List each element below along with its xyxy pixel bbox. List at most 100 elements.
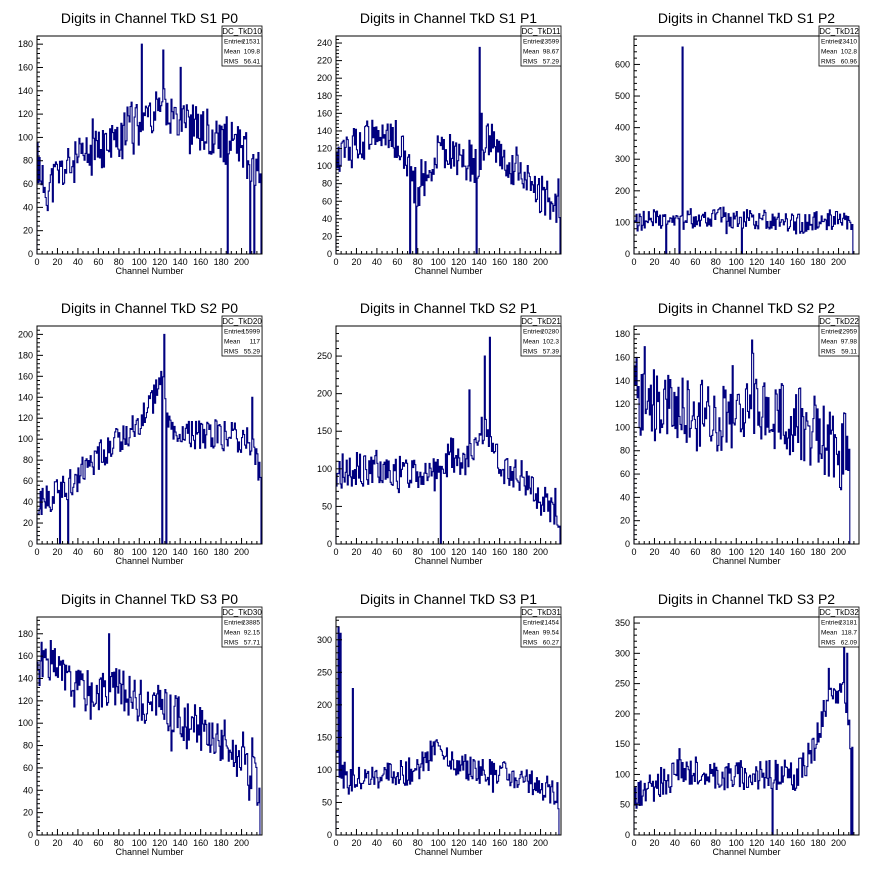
y-tick-label: 600: [615, 59, 630, 69]
x-tick-label: 60: [690, 257, 700, 267]
y-tick-label: 100: [317, 161, 332, 171]
x-tick-label: 200: [533, 838, 548, 848]
stats-box-frame: [221, 25, 263, 67]
stats-label: Entries: [523, 329, 544, 336]
y-tick-label: 160: [317, 108, 332, 118]
y-tick-label: 20: [620, 516, 630, 526]
y-tick-label: 20: [23, 226, 33, 236]
x-axis-label: Channel Number: [115, 556, 183, 566]
x-tick-label: 180: [513, 257, 528, 267]
y-tick-label: 220: [317, 56, 332, 66]
x-tick-label: 140: [472, 838, 487, 848]
x-tick-label: 120: [152, 838, 167, 848]
stats-box-frame: [221, 315, 263, 357]
x-tick-label: 200: [831, 838, 846, 848]
x-tick-label: 80: [413, 257, 423, 267]
x-tick-label: 160: [193, 838, 208, 848]
stats-box-name: DC_TkD21: [521, 317, 561, 326]
y-tick-label: 150: [317, 426, 332, 436]
stats-value: 57.71: [244, 640, 261, 647]
y-tick-label: 40: [620, 492, 630, 502]
stats-box-name: DC_TkD31: [521, 608, 561, 617]
x-tick-label: 80: [711, 257, 721, 267]
x-tick-label: 200: [234, 838, 249, 848]
y-tick-label: 0: [327, 539, 332, 549]
y-tick-label: 100: [18, 434, 33, 444]
x-axis-label: Channel Number: [712, 847, 780, 857]
x-tick-label: 20: [649, 257, 659, 267]
x-tick-label: 100: [431, 257, 446, 267]
x-axis-label: Channel Number: [712, 556, 780, 566]
chart-title: Digits in Channel TkD S1 P2: [658, 10, 835, 26]
x-tick-label: 160: [790, 547, 805, 557]
stats-label: Entries: [821, 329, 842, 336]
y-tick-label: 120: [18, 696, 33, 706]
x-tick-label: 140: [770, 838, 785, 848]
y-tick-label: 300: [317, 635, 332, 645]
stats-box-name: DC_TkD10: [222, 27, 262, 36]
chart-title: Digits in Channel TkD S1 P0: [61, 10, 238, 26]
x-tick-label: 180: [214, 838, 229, 848]
stats-value: 23410: [839, 39, 857, 46]
stats-value: 15999: [242, 329, 260, 336]
x-tick-label: 200: [533, 547, 548, 557]
chart-title: Digits in Channel TkD S2 P0: [61, 300, 238, 316]
histogram-line: [633, 339, 851, 544]
x-tick-label: 140: [173, 838, 188, 848]
x-tick-label: 200: [234, 547, 249, 557]
x-tick-label: 180: [811, 547, 826, 557]
stats-label: RMS: [821, 349, 836, 356]
chart-title: Digits in Channel TkD S1 P1: [360, 10, 537, 26]
y-tick-label: 100: [615, 769, 630, 779]
histogram-panel-6: Digits in Channel TkD S3 P0 0 20 40 60 80 100 1…: [18, 591, 263, 857]
x-tick-label: 140: [472, 257, 487, 267]
stats-label: RMS: [523, 59, 538, 66]
x-tick-label: 120: [749, 547, 764, 557]
y-tick-label: 20: [23, 808, 33, 818]
x-tick-label: 80: [413, 838, 423, 848]
stats-value: 23885: [242, 620, 260, 627]
y-tick-label: 160: [18, 651, 33, 661]
x-tick-label: 40: [670, 547, 680, 557]
y-tick-label: 180: [18, 629, 33, 639]
plot-frame: [335, 325, 562, 545]
x-tick-label: 80: [114, 838, 124, 848]
y-tick-label: 0: [327, 830, 332, 840]
x-tick-label: 80: [413, 547, 423, 557]
stats-value: 23181: [839, 620, 857, 627]
stats-box-name: DC_TkD30: [222, 608, 262, 617]
y-tick-label: 0: [28, 249, 33, 259]
x-tick-label: 180: [811, 257, 826, 267]
y-tick-label: 20: [322, 231, 332, 241]
x-tick-label: 100: [729, 547, 744, 557]
y-tick-label: 200: [317, 700, 332, 710]
x-tick-label: 20: [52, 257, 62, 267]
stats-value: 97.98: [841, 339, 858, 346]
x-tick-label: 180: [214, 257, 229, 267]
stats-box-frame: [520, 606, 562, 648]
x-tick-label: 60: [690, 547, 700, 557]
stats-box-frame: [818, 606, 860, 648]
y-tick-label: 100: [18, 132, 33, 142]
x-tick-label: 140: [173, 257, 188, 267]
x-tick-label: 60: [93, 257, 103, 267]
x-tick-label: 40: [372, 838, 382, 848]
x-tick-label: 140: [770, 257, 785, 267]
chart-title: Digits in Channel TkD S2 P2: [658, 300, 835, 316]
x-tick-label: 100: [132, 838, 147, 848]
stats-label: Entries: [224, 329, 245, 336]
x-tick-label: 60: [392, 547, 402, 557]
y-tick-label: 150: [317, 732, 332, 742]
y-tick-label: 40: [23, 497, 33, 507]
x-tick-label: 160: [193, 547, 208, 557]
y-tick-label: 100: [615, 422, 630, 432]
x-tick-label: 40: [670, 257, 680, 267]
stats-value: 62.09: [841, 640, 858, 647]
stats-value: 60.96: [841, 59, 858, 66]
y-tick-label: 160: [615, 352, 630, 362]
y-tick-label: 300: [615, 154, 630, 164]
